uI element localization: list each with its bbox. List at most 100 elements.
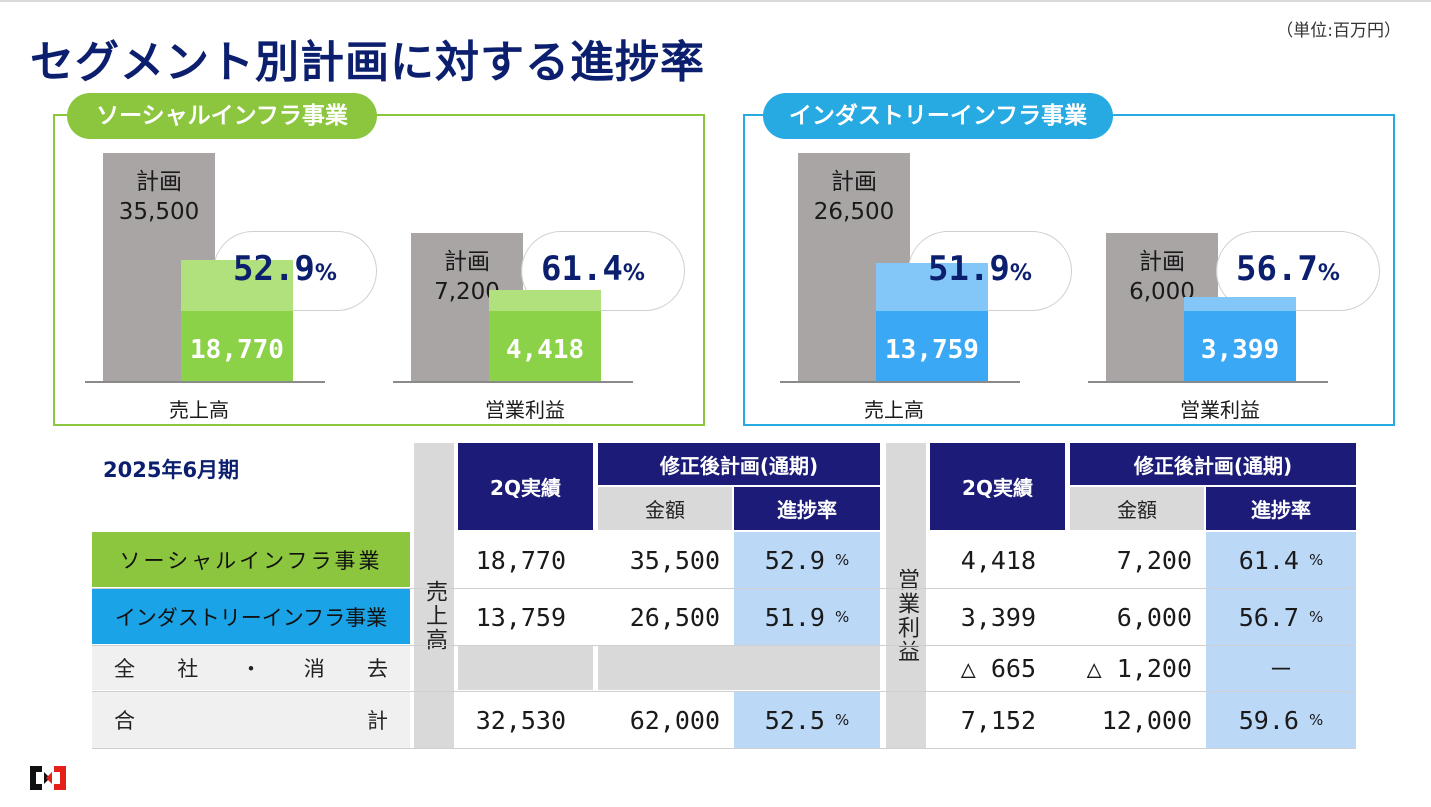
percent-sign: % (834, 551, 850, 569)
profit-group-column: 営業利益 (886, 443, 926, 748)
total-sales-actual: 32,530 (475, 705, 566, 735)
total-sales-rate: 52.5% (734, 692, 880, 748)
category-label: 営業利益 (485, 398, 565, 422)
row-label-industry: インダストリーインフラ事業 (92, 589, 410, 644)
progress-percent: 56.7% (1236, 249, 1340, 289)
progress-value: 52.9 (233, 249, 315, 289)
corporate-sales-blank-1 (458, 646, 593, 690)
profit-rate-header: 進捗率 (1206, 487, 1356, 530)
total-profit-rate-value: 59.6 (1238, 705, 1299, 735)
actual-bar-label: 18,770 (190, 335, 284, 365)
corporate-sales-blank-2 (598, 646, 880, 690)
profit-amount-header: 金額 (1070, 487, 1204, 530)
bubble-overlap (1184, 297, 1296, 311)
industry-profit-rate-value: 56.7 (1238, 602, 1299, 632)
industry-infra-title: インダストリーインフラ事業 (763, 93, 1113, 139)
fiscal-period: 2025年6月期 (103, 458, 240, 482)
top-divider (0, 0, 1431, 2)
row-separator (92, 691, 1356, 692)
row-label-total: 合 計 (92, 692, 410, 748)
plan-bar-label: 計画 26,500 (813, 169, 895, 225)
row-label-corporate-5: 去 (367, 657, 388, 681)
progress-percent-sign: % (1009, 261, 1032, 286)
industry-sales-rate: 51.9% (734, 589, 880, 645)
chart-baseline (85, 381, 325, 383)
bubble-overlap (489, 290, 601, 311)
actual-bar-label: 4,418 (505, 335, 585, 365)
progress-percent-sign: % (314, 261, 337, 286)
total-profit-actual: 7,152 (960, 705, 1036, 735)
industry-profit-rate: 56.7% (1206, 589, 1356, 645)
actual-bar-label: 3,399 (1200, 335, 1280, 365)
row-label-corporate-2: 社 (177, 657, 199, 681)
page-title: セグメント別計画に対する進捗率 (30, 37, 705, 88)
row-label-corporate-1: 全 (114, 657, 135, 681)
progress-percent-sign: % (622, 261, 645, 286)
social-sales-plan: 35,500 (629, 545, 720, 575)
progress-percent: 61.4% (541, 249, 645, 289)
social-profit-actual: 4,418 (960, 545, 1036, 575)
row-separator (92, 588, 1356, 589)
percent-sign: % (1308, 711, 1324, 729)
company-logo-icon (30, 766, 66, 790)
row-separator (92, 645, 1356, 646)
progress-percent: 52.9% (233, 249, 337, 289)
sales-group-label: 売上高 (422, 579, 447, 652)
industry-sales-actual: 13,759 (475, 602, 566, 632)
percent-sign: % (834, 608, 850, 626)
social-infra-title: ソーシャルインフラ事業 (67, 93, 377, 139)
profit-revised-header: 修正後計画(通期) (1070, 443, 1356, 485)
row-label-corporate-4: 消 (303, 657, 325, 681)
row-label-total-1: 合 (114, 709, 135, 733)
actual-bar: 3,399 (1184, 297, 1296, 381)
sales-actual-header: 2Q実績 (458, 443, 593, 530)
plan-bar-label: 計画 35,500 (118, 169, 200, 225)
row-label-social: ソーシャルインフラ事業 (92, 532, 410, 587)
category-label: 売上高 (169, 398, 229, 422)
profit-group-label: 営業利益 (894, 567, 919, 664)
corporate-profit-plan: △ 1,200 (1086, 653, 1192, 683)
bubble-overlap (181, 260, 293, 311)
social-profit-rate: 61.4% (1206, 532, 1356, 588)
unit-label: （単位:百万円） (1276, 21, 1401, 41)
row-label-corporate-3: ・ (240, 657, 262, 681)
plan-bar-label: 計画 6,000 (1129, 249, 1195, 305)
total-profit-rate: 59.6% (1206, 692, 1356, 748)
actual-bar-label: 13,759 (885, 335, 979, 365)
social-profit-rate-value: 61.4 (1238, 545, 1299, 575)
progress-value: 51.9 (928, 249, 1010, 289)
social-infra-panel (53, 114, 705, 426)
percent-sign: % (1308, 551, 1324, 569)
corporate-profit-rate: － (1206, 646, 1356, 690)
sales-rate-header: 進捗率 (734, 487, 880, 530)
bubble-overlap (876, 263, 988, 311)
industry-sales-rate-value: 51.9 (764, 602, 825, 632)
row-label-total-2: 計 (367, 709, 388, 733)
progress-percent-sign: % (1317, 261, 1340, 286)
sales-amount-header: 金額 (598, 487, 732, 530)
total-sales-plan: 62,000 (629, 705, 720, 735)
row-label-corporate: 全 社 ・ 消 去 (92, 646, 410, 690)
chart-baseline (780, 381, 1020, 383)
category-label: 営業利益 (1180, 398, 1260, 422)
chart-baseline (393, 381, 633, 383)
percent-sign: % (1308, 608, 1324, 626)
corporate-profit-actual: △ 665 (960, 653, 1036, 683)
social-sales-rate: 52.9% (734, 532, 880, 588)
social-sales-actual: 18,770 (475, 545, 566, 575)
chart-baseline (1088, 381, 1328, 383)
row-separator (92, 748, 1356, 749)
social-profit-plan: 7,200 (1116, 545, 1192, 575)
progress-percent: 51.9% (928, 249, 1032, 289)
sales-group-column: 売上高 (414, 443, 454, 748)
progress-value: 56.7 (1236, 249, 1318, 289)
profit-actual-header: 2Q実績 (930, 443, 1065, 530)
industry-profit-plan: 6,000 (1116, 602, 1192, 632)
plan-bar-label: 計画 7,200 (434, 249, 500, 305)
industry-profit-actual: 3,399 (960, 602, 1036, 632)
percent-sign: % (834, 711, 850, 729)
social-sales-rate-value: 52.9 (764, 545, 825, 575)
sales-revised-header: 修正後計画(通期) (598, 443, 880, 485)
progress-value: 61.4 (541, 249, 623, 289)
corporate-profit-rate-value: － (1268, 655, 1294, 684)
